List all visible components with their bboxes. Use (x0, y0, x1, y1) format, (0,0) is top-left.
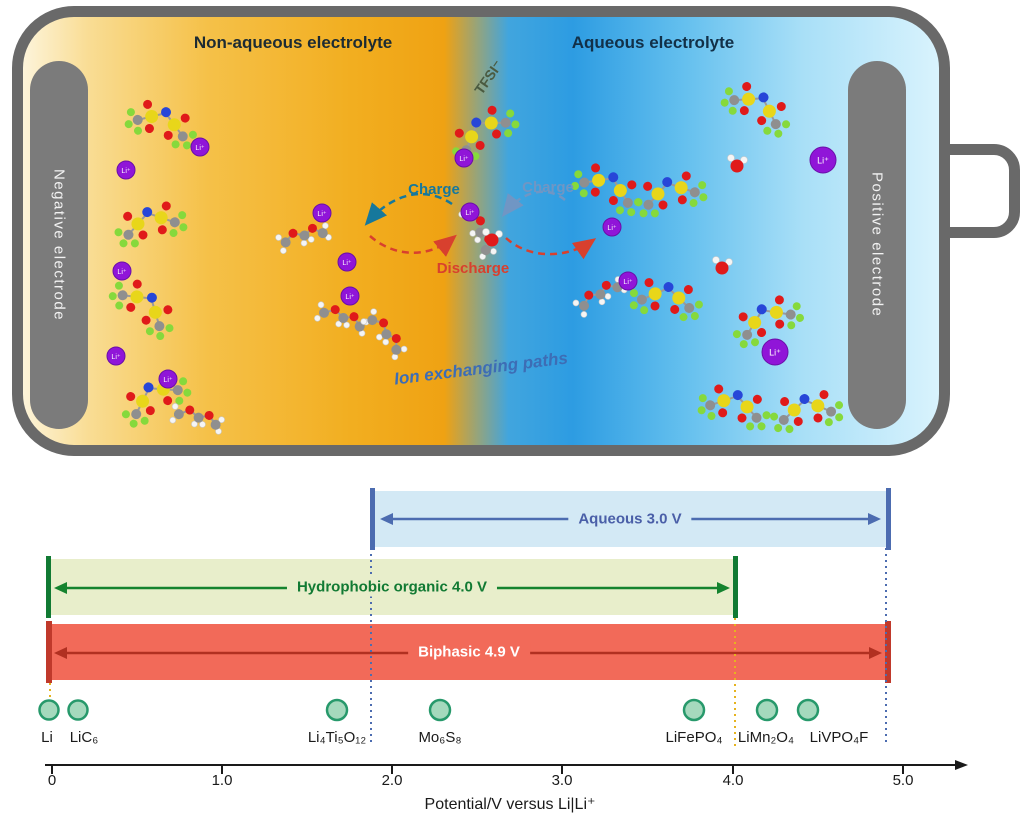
material-label: LiVPO₄F (809, 729, 869, 746)
aqueous-window-left-limit (370, 488, 375, 550)
li-ion (158, 369, 178, 389)
negative-electrode-bar: Negative electrode (30, 61, 88, 429)
material-marker (428, 698, 452, 722)
biphasic-window-left-limit (46, 621, 52, 683)
material-marker (796, 698, 820, 722)
tfsi-anion-molecule (766, 386, 848, 437)
nonaqueous-electrolyte-label: Non-aqueous electrolyte (193, 33, 393, 52)
aqueous-window-right-limit (886, 488, 891, 550)
material-markers (38, 698, 820, 722)
discharge-arrow-left (369, 234, 457, 257)
li-ion (460, 202, 480, 222)
material-marker (67, 699, 89, 721)
water-molecule (727, 154, 748, 173)
material-label: Mo₆S₈ (418, 729, 462, 746)
li-ion (454, 148, 474, 168)
axis-arrowhead (955, 760, 968, 770)
axis-tick-label: 2.0 (381, 772, 403, 789)
tfsi-anion-molecule (629, 166, 712, 223)
tfsi-anion-molecule (693, 379, 776, 436)
battery-cell: Non-aqueous electrolyte Aqueous electrol… (12, 6, 950, 456)
material-label: Li₄Ti₅O₁₂ (307, 729, 367, 746)
negative-electrode-label: Negative electrode (50, 168, 68, 322)
positive-electrode-label: Positive electrode (868, 172, 886, 318)
axis-tick-label: 5.0 (892, 772, 914, 789)
solvent-molecule (167, 401, 228, 436)
axis-title: Potential/V versus Li|Li⁺ (424, 796, 596, 813)
li-ion (190, 137, 210, 157)
tfsi-anion-molecule (119, 93, 204, 155)
biphasic-window-label: Biphasic 4.9 V (408, 642, 530, 662)
electrolyte-molecules-illustration: Li⁺ Li⁺ (102, 73, 848, 437)
li-ion (618, 271, 638, 291)
axis-tick-label: 0 (47, 772, 57, 789)
potential-axis (45, 760, 968, 774)
organic-window-label: Hydrophobic organic 4.0 V (286, 577, 498, 597)
charge-label-aqueous: Charge (522, 179, 574, 196)
li-ion (602, 217, 622, 237)
charge-arrow-right (501, 190, 566, 217)
discharge-arrow-right (505, 237, 597, 260)
li-ion (312, 203, 332, 223)
tfsi-anion-molecule (565, 155, 651, 223)
li-ion-large (761, 338, 789, 366)
positive-electrode-bar: Positive electrode (848, 61, 906, 429)
li-ion (112, 261, 132, 281)
li-ion (337, 252, 357, 272)
discharge-label: Discharge (436, 260, 510, 277)
charge-arrow-left (364, 192, 453, 226)
tfsi-anion-molecule (625, 274, 707, 325)
tfsi-anion-molecule (109, 196, 192, 253)
aqueous-window-label: Aqueous 3.0 V (568, 509, 692, 529)
tfsi-anion-molecule (102, 268, 185, 347)
charge-discharge-arrows (364, 190, 597, 260)
material-label: LiMn₂O₄ (737, 729, 795, 746)
material-marker (38, 699, 60, 721)
li-ion (106, 346, 126, 366)
biphasic-window-right-limit (885, 621, 891, 683)
organic-window-left-limit (46, 556, 51, 618)
axis-ticks (51, 765, 904, 774)
aqueous-electrolyte-label: Aqueous electrolyte (571, 33, 735, 52)
water-molecule (712, 256, 733, 275)
material-marker (755, 698, 779, 722)
material-marker (325, 698, 349, 722)
axis-tick-label: 4.0 (722, 772, 744, 789)
axis-tick-label: 1.0 (211, 772, 233, 789)
tfsi-anion-molecule (112, 363, 198, 434)
potential-axis-overlay (38, 513, 968, 774)
organic-window-right-limit (733, 556, 738, 618)
material-label: Li (41, 729, 53, 746)
solvent-molecule (356, 306, 414, 363)
axis-tick-label: 3.0 (551, 772, 573, 789)
material-marker (682, 698, 706, 722)
material-label: LiC₆ (69, 729, 99, 746)
li-ion (116, 160, 136, 180)
li-ion-large (809, 146, 837, 174)
li-ion (340, 286, 360, 306)
tfsi-anion-molecule (714, 73, 800, 144)
charge-label-nonaqueous: Charge (408, 181, 460, 198)
solvent-molecule (273, 215, 335, 259)
material-label: LiFePO₄ (665, 729, 723, 746)
